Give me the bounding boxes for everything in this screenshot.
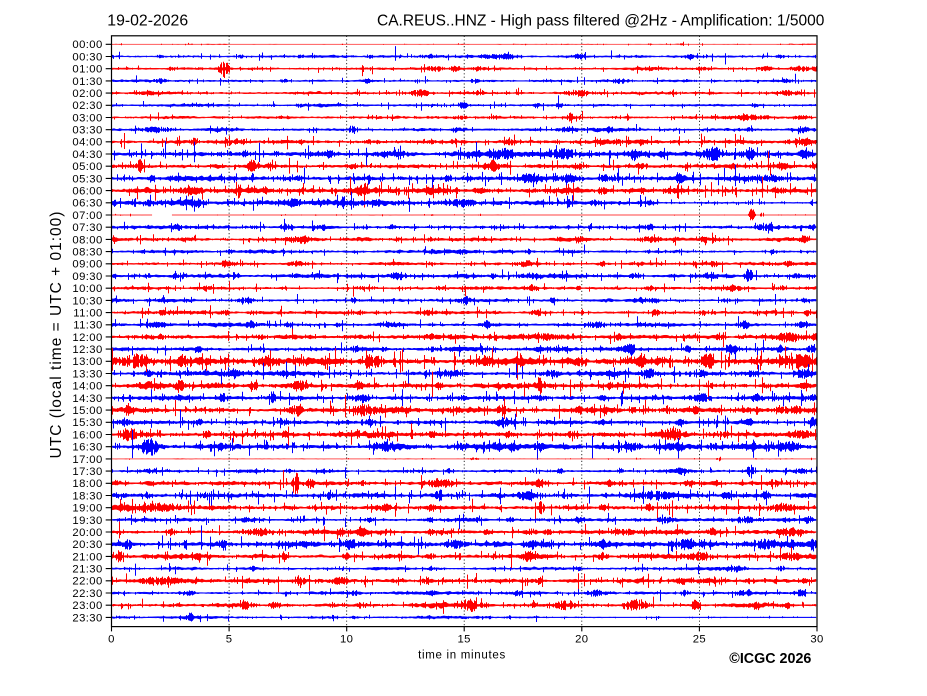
svg-text:23:00: 23:00 bbox=[72, 600, 102, 612]
svg-text:13:30: 13:30 bbox=[72, 368, 102, 380]
svg-text:16:00: 16:00 bbox=[72, 429, 102, 441]
svg-text:12:30: 12:30 bbox=[72, 344, 102, 356]
svg-text:UTC (local time = UTC + 01:00): UTC (local time = UTC + 01:00) bbox=[48, 211, 65, 459]
svg-text:19:30: 19:30 bbox=[72, 515, 102, 527]
svg-text:10:00: 10:00 bbox=[72, 283, 102, 295]
svg-text:01:30: 01:30 bbox=[72, 76, 102, 88]
svg-text:01:00: 01:00 bbox=[72, 64, 102, 76]
svg-text:09:30: 09:30 bbox=[72, 271, 102, 283]
svg-text:19-02-2026: 19-02-2026 bbox=[107, 13, 188, 30]
svg-text:15: 15 bbox=[458, 634, 471, 646]
svg-text:08:00: 08:00 bbox=[72, 234, 102, 246]
svg-text:21:30: 21:30 bbox=[72, 564, 102, 576]
svg-text:19:00: 19:00 bbox=[72, 503, 102, 515]
svg-text:17:30: 17:30 bbox=[72, 466, 102, 478]
svg-text:12:00: 12:00 bbox=[72, 332, 102, 344]
svg-text:11:00: 11:00 bbox=[73, 308, 102, 320]
svg-text:5: 5 bbox=[226, 634, 233, 646]
svg-text:time in minutes: time in minutes bbox=[418, 649, 506, 661]
svg-text:17:00: 17:00 bbox=[72, 454, 102, 466]
svg-text:06:30: 06:30 bbox=[72, 198, 102, 210]
svg-text:25: 25 bbox=[693, 634, 706, 646]
svg-text:21:00: 21:00 bbox=[72, 551, 102, 563]
svg-text:14:30: 14:30 bbox=[72, 393, 102, 405]
svg-text:02:00: 02:00 bbox=[72, 88, 102, 100]
svg-text:03:00: 03:00 bbox=[72, 112, 102, 124]
svg-text:13:00: 13:00 bbox=[72, 356, 102, 368]
svg-text:04:00: 04:00 bbox=[72, 137, 102, 149]
svg-text:10:30: 10:30 bbox=[72, 295, 102, 307]
svg-text:07:00: 07:00 bbox=[72, 210, 102, 222]
svg-text:16:30: 16:30 bbox=[72, 442, 102, 454]
svg-text:05:30: 05:30 bbox=[72, 173, 102, 185]
svg-text:03:30: 03:30 bbox=[72, 125, 102, 137]
svg-text:00:30: 00:30 bbox=[72, 51, 102, 63]
svg-text:22:30: 22:30 bbox=[72, 588, 102, 600]
svg-text:©ICGC 2026: ©ICGC 2026 bbox=[729, 651, 811, 667]
svg-text:04:30: 04:30 bbox=[72, 149, 102, 161]
svg-text:CA.REUS..HNZ - High pass filte: CA.REUS..HNZ - High pass filtered @2Hz -… bbox=[377, 13, 825, 30]
svg-text:20:00: 20:00 bbox=[72, 527, 102, 539]
svg-text:15:30: 15:30 bbox=[72, 417, 102, 429]
svg-text:09:00: 09:00 bbox=[72, 259, 102, 271]
svg-text:30: 30 bbox=[810, 634, 823, 646]
svg-text:20: 20 bbox=[575, 634, 588, 646]
svg-text:02:30: 02:30 bbox=[72, 100, 102, 112]
svg-text:18:30: 18:30 bbox=[72, 490, 102, 502]
svg-text:22:00: 22:00 bbox=[72, 576, 102, 588]
svg-text:15:00: 15:00 bbox=[72, 405, 102, 417]
svg-text:07:30: 07:30 bbox=[72, 222, 102, 234]
svg-text:08:30: 08:30 bbox=[72, 247, 102, 259]
svg-text:05:00: 05:00 bbox=[72, 161, 102, 173]
svg-text:10: 10 bbox=[340, 634, 353, 646]
svg-text:11:30: 11:30 bbox=[73, 320, 102, 332]
svg-text:20:30: 20:30 bbox=[72, 539, 102, 551]
svg-text:23:30: 23:30 bbox=[72, 612, 102, 624]
svg-text:18:00: 18:00 bbox=[72, 478, 102, 490]
svg-text:00:00: 00:00 bbox=[72, 39, 102, 51]
svg-text:06:00: 06:00 bbox=[72, 186, 102, 198]
svg-text:14:00: 14:00 bbox=[72, 381, 102, 393]
svg-text:0: 0 bbox=[108, 634, 115, 646]
